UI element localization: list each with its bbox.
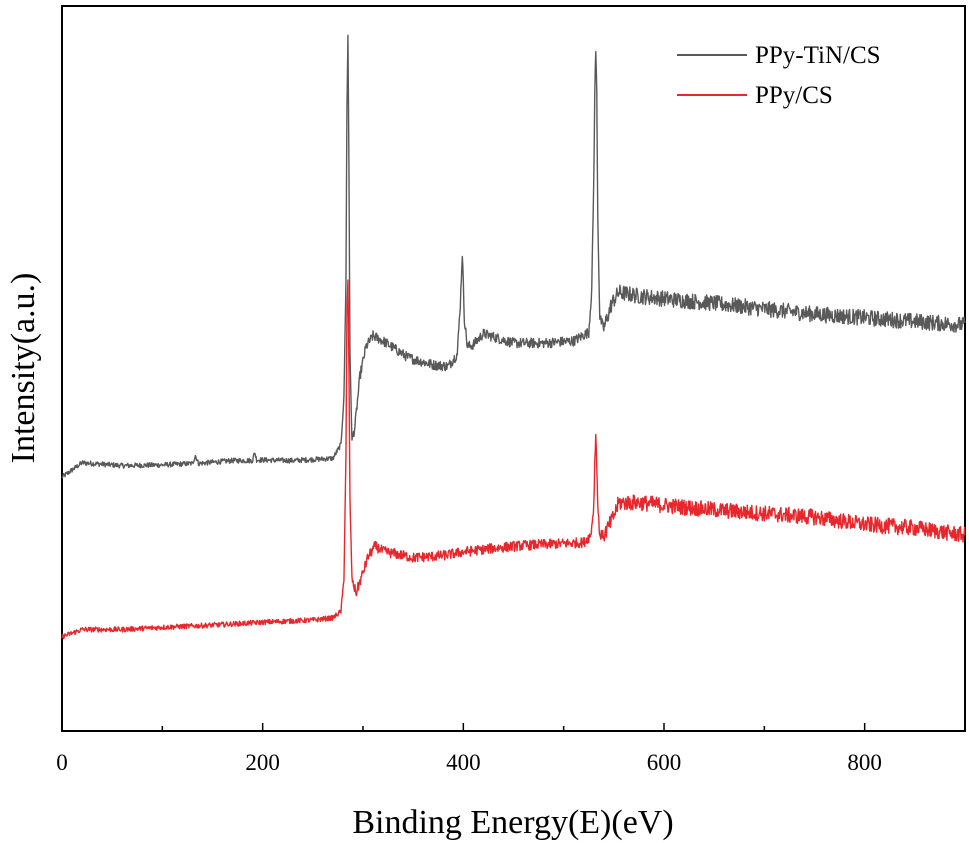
- legend-label: PPy-TiN/CS: [755, 42, 881, 69]
- x-tick-label: 200: [245, 750, 280, 775]
- series-layer: [61, 34, 966, 640]
- plot-frame: [61, 5, 966, 732]
- x-tick-label: 0: [56, 750, 68, 775]
- x-axis-ticks: 0 200 400 600 800: [56, 723, 966, 775]
- series-line-ppy-cs: [61, 279, 966, 640]
- series-line-ppy-tin-cs: [61, 34, 966, 479]
- legend: PPy-TiN/CS PPy/CS: [677, 42, 881, 109]
- x-tick-label: 800: [847, 750, 882, 775]
- y-axis-title: Intensity(a.u.): [5, 273, 42, 464]
- x-axis-title: Binding Energy(E)(eV): [352, 804, 673, 841]
- x-tick-label: 400: [446, 750, 481, 775]
- x-tick-label: 600: [647, 750, 682, 775]
- legend-label: PPy/CS: [755, 82, 833, 109]
